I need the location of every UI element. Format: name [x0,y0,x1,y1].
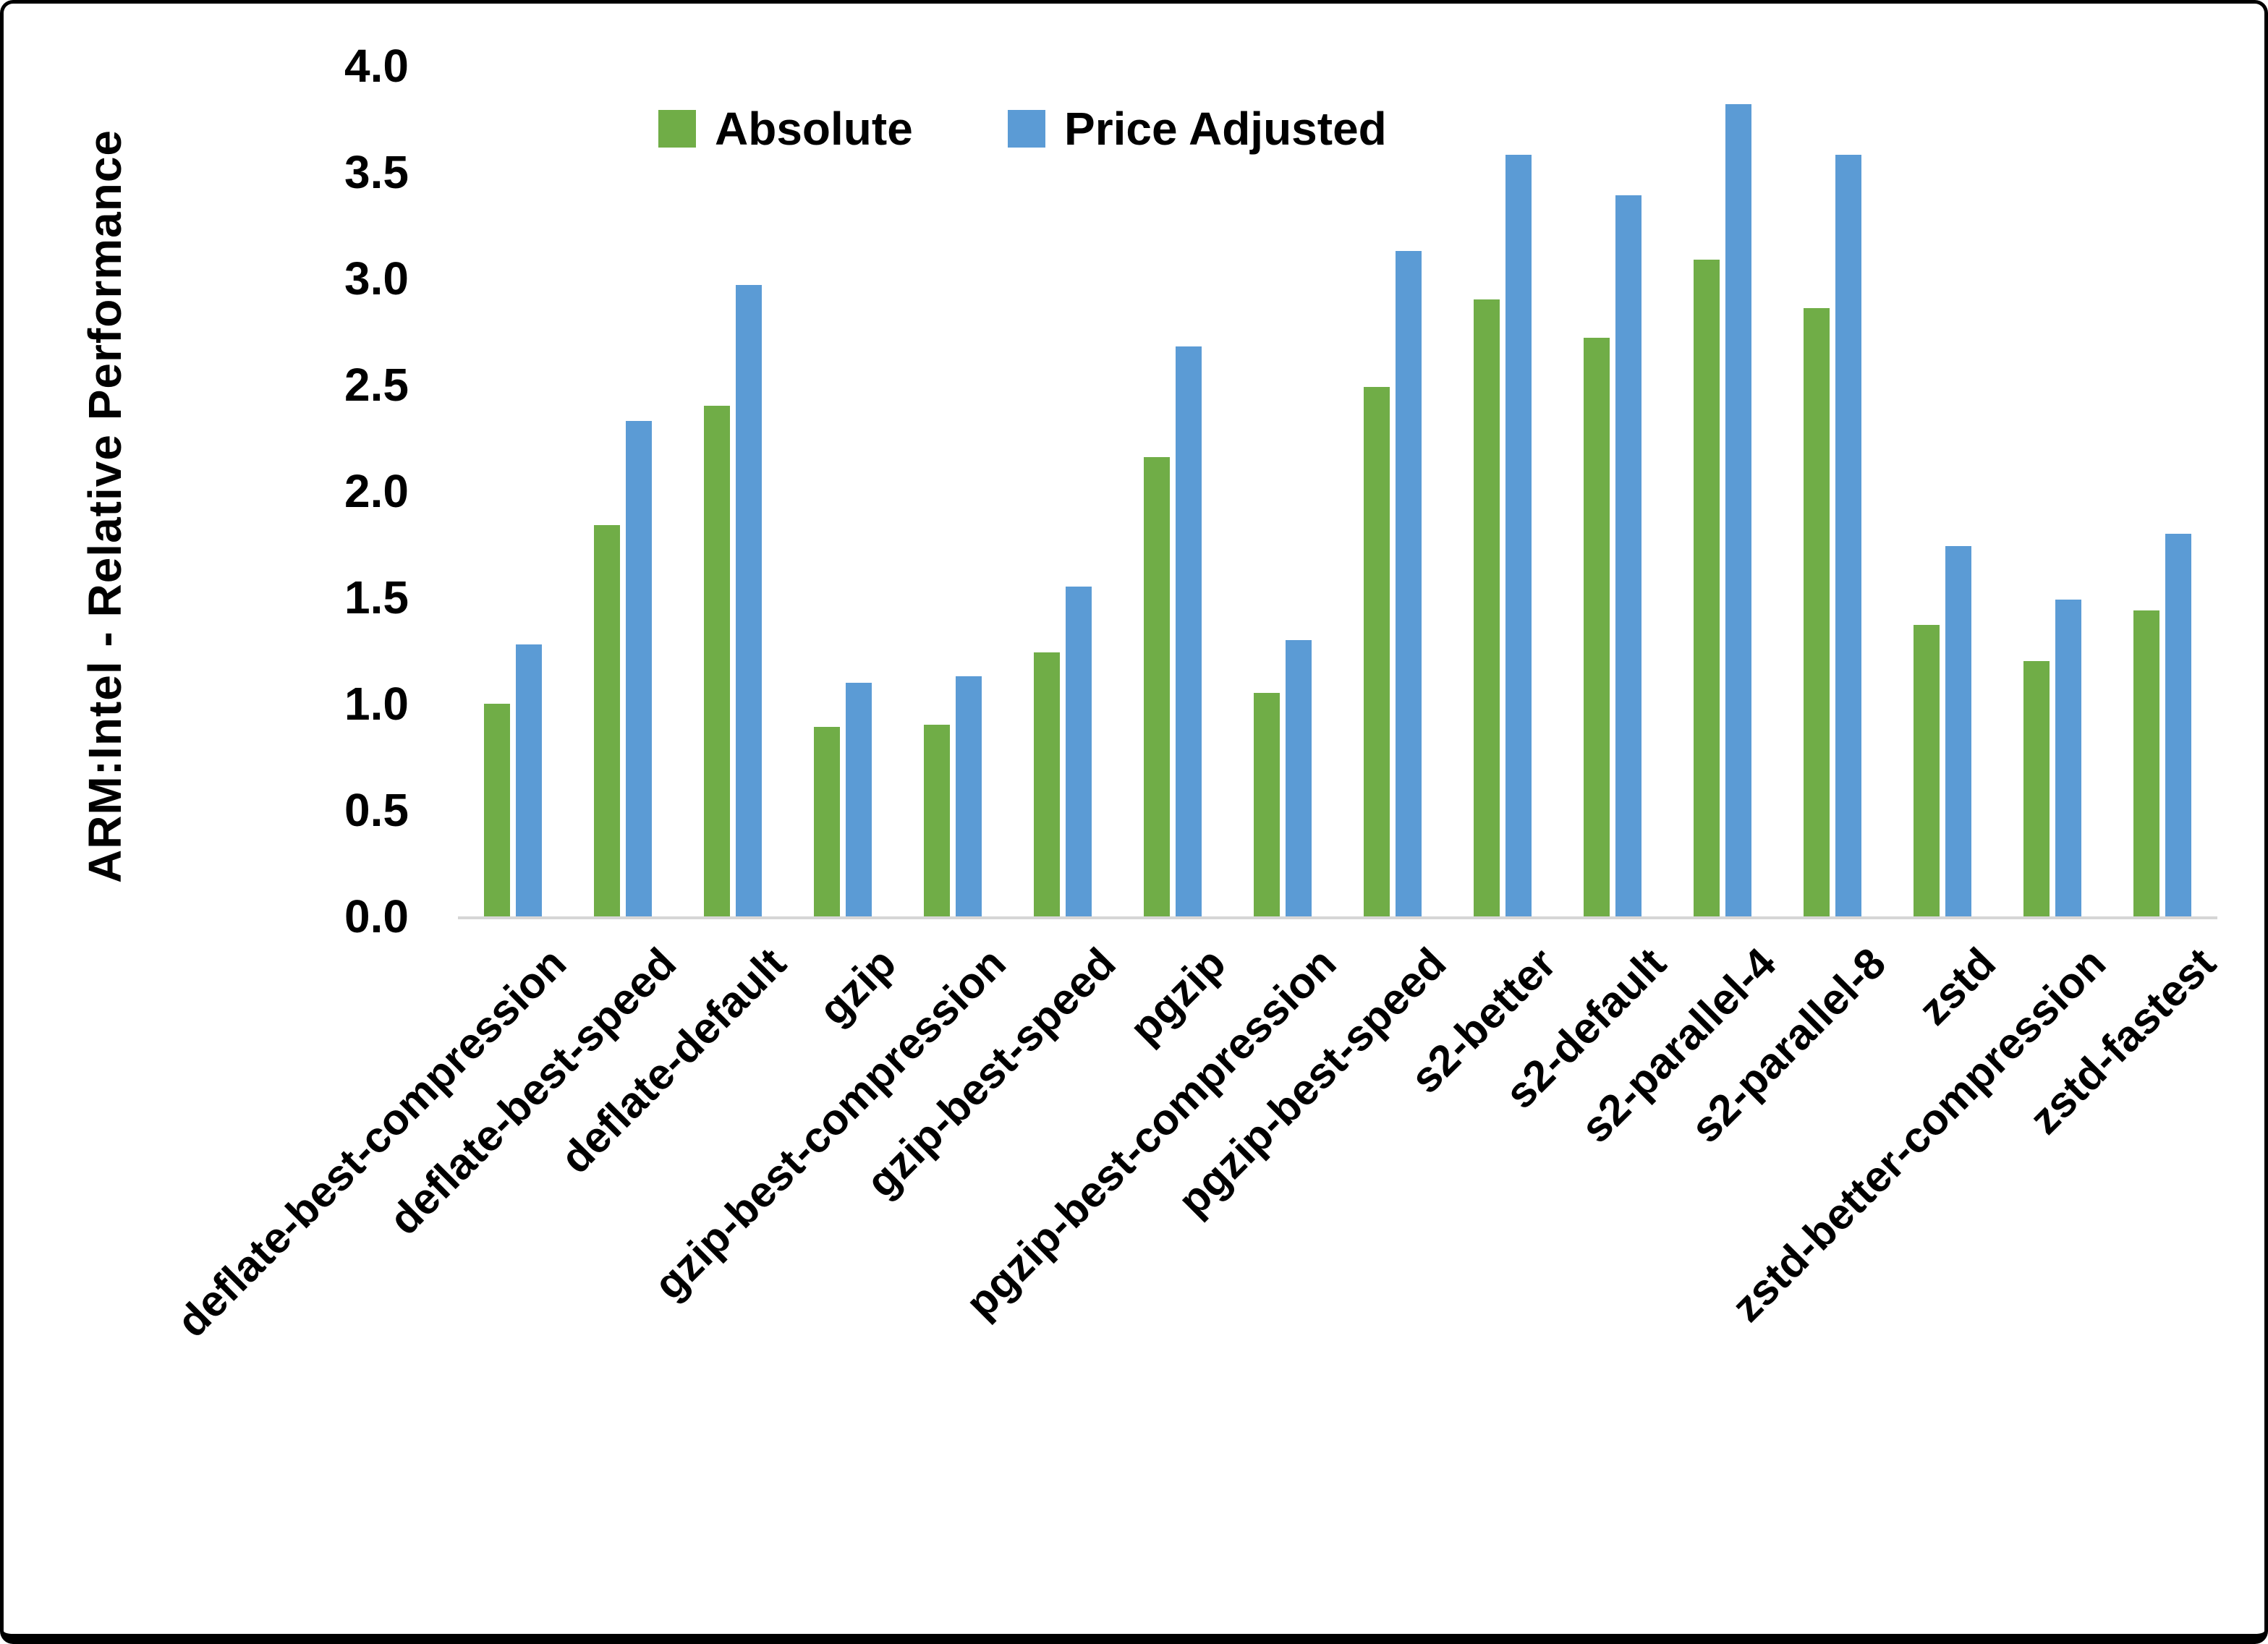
x-tick-zstd: zstd [1908,938,2005,1034]
legend-label: Price Adjusted [1064,103,1387,155]
y-tick-4.0: 4.0 [344,40,409,92]
bar-price-adjusted-deflate-default [736,285,762,916]
bar-absolute-gzip [814,727,840,916]
legend: Absolute Price Adjusted [4,105,2264,156]
y-tick-2.5: 2.5 [344,359,409,411]
bar-price-adjusted-deflate-best-speed [626,421,652,916]
x-tick-gzip: gzip [809,938,906,1034]
bar-price-adjusted-gzip-best-compression [956,676,982,916]
bar-price-adjusted-gzip [846,683,872,916]
bar-absolute-pgzip-best-speed [1364,387,1390,916]
bar-price-adjusted-zstd-better-compression [2055,600,2081,916]
bar-absolute-deflate-default [704,406,730,916]
bar-absolute-zstd-better-compression [2023,661,2050,916]
bar-price-adjusted-deflate-best-compression [516,644,542,916]
bar-absolute-s2-parallel-4 [1694,260,1720,916]
bar-absolute-gzip-best-compression [924,725,950,916]
bar-absolute-s2-parallel-8 [1804,308,1830,916]
bar-price-adjusted-s2-parallel-4 [1725,104,1751,916]
bar-absolute-s2-default [1584,338,1610,916]
bar-price-adjusted-zstd [1945,546,1971,916]
bar-price-adjusted-s2-better [1505,155,1532,916]
legend-label: Absolute [715,103,913,155]
legend-item-price-adjusted: Price Adjusted [1008,105,1387,153]
legend-swatch-icon [658,110,696,148]
bar-absolute-zstd-fastest [2133,610,2159,916]
bar-absolute-pgzip [1144,457,1170,916]
y-tick-2.0: 2.0 [344,465,409,517]
bar-price-adjusted-pgzip [1176,346,1202,916]
bar-absolute-deflate-best-compression [484,704,510,916]
x-axis-line [458,916,2217,919]
y-tick-1.0: 1.0 [344,678,409,730]
y-tick-0.0: 0.0 [344,890,409,942]
bar-absolute-pgzip-best-compression [1254,693,1280,916]
y-tick-0.5: 0.5 [344,784,409,836]
legend-swatch-icon [1008,110,1045,148]
bar-price-adjusted-s2-default [1615,195,1641,916]
bar-price-adjusted-zstd-fastest [2165,534,2191,916]
y-tick-1.5: 1.5 [344,571,409,623]
bar-absolute-zstd [1914,625,1940,916]
bar-price-adjusted-pgzip-best-speed [1396,251,1422,916]
bar-price-adjusted-s2-parallel-8 [1835,155,1861,916]
bar-price-adjusted-gzip-best-speed [1066,587,1092,916]
y-tick-3.0: 3.0 [344,252,409,304]
bar-absolute-gzip-best-speed [1034,652,1060,916]
y-tick-3.5: 3.5 [344,146,409,198]
bar-price-adjusted-pgzip-best-compression [1286,640,1312,916]
bar-absolute-s2-better [1474,299,1500,916]
legend-item-absolute: Absolute [658,105,913,153]
bar-absolute-deflate-best-speed [594,525,620,916]
